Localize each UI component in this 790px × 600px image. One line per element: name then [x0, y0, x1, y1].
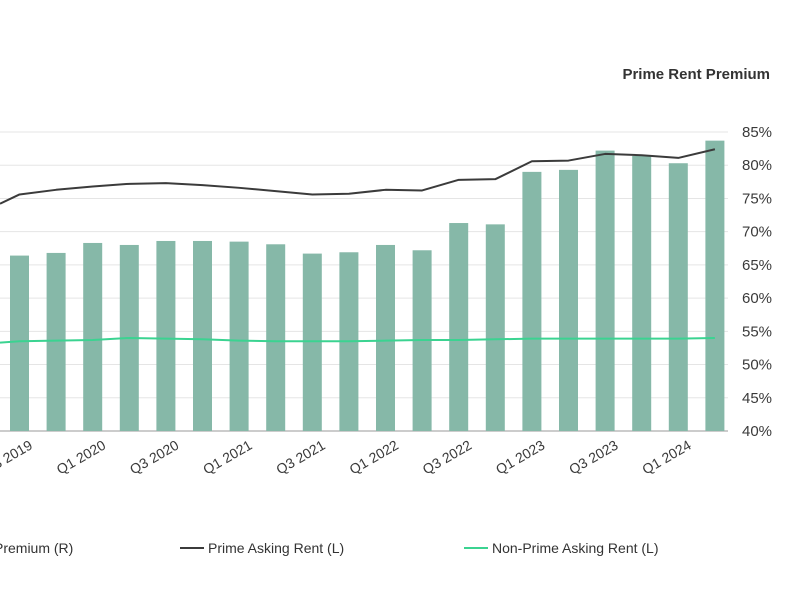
prime-asking-rent-line: [0, 148, 716, 205]
legend-line-nonprime-icon: [464, 547, 488, 549]
y-tick-label: 80%: [742, 157, 772, 174]
bar: [156, 240, 176, 431]
bar: [376, 244, 395, 431]
x-tick-label: Q1 2023: [493, 437, 548, 478]
bar: [485, 224, 505, 431]
legend-item-non-prime-asking-rent: Non-Prime Asking Rent (L): [464, 540, 659, 556]
bar: [595, 150, 615, 432]
bar: [83, 242, 103, 431]
chart-title: Prime Rent Premium: [622, 66, 770, 83]
y-tick-label: 55%: [742, 323, 772, 340]
legend-item-prime-asking-rent: Prime Asking Rent (L): [180, 540, 344, 556]
x-tick-label: Q3 2021: [273, 437, 328, 478]
bar: [632, 155, 652, 432]
x-tick-label: Q3 2022: [420, 437, 475, 478]
x-tick-label: Q1 2021: [200, 437, 255, 478]
bar: [193, 240, 212, 431]
x-tick-label: Q1 2020: [54, 437, 109, 478]
legend-label-premium: Premium (R): [0, 540, 74, 556]
bar: [229, 241, 249, 431]
y-tick-label: 75%: [742, 190, 772, 207]
bar: [46, 252, 66, 431]
chart-legend: Premium (R) Prime Asking Rent (L) Non-Pr…: [0, 540, 790, 564]
bar: [668, 163, 688, 431]
bar: [10, 255, 29, 431]
y-tick-label: 45%: [742, 390, 772, 407]
legend-line-prime-icon: [180, 547, 204, 549]
non-prime-asking-rent-line: [0, 336, 715, 344]
bar: [559, 169, 578, 431]
y-tick-label: 85%: [742, 124, 772, 141]
bar: [266, 244, 286, 431]
bar: [449, 223, 469, 431]
x-tick-label: Q3 2019: [0, 437, 35, 478]
bar: [705, 140, 725, 432]
legend-label-nonprime: Non-Prime Asking Rent (L): [492, 540, 659, 556]
y-tick-label: 40%: [742, 423, 772, 440]
y-tick-label: 70%: [742, 224, 772, 241]
y-tick-label: 65%: [742, 257, 772, 274]
x-tick-label: Q3 2020: [127, 437, 182, 478]
y-tick-label: 50%: [742, 357, 772, 374]
x-tick-label: Q1 2024: [639, 437, 694, 478]
legend-item-premium: Premium (R): [0, 540, 73, 556]
x-tick-label: Q3 2023: [566, 437, 621, 478]
x-tick-label: Q1 2022: [346, 437, 401, 478]
legend-label-prime: Prime Asking Rent (L): [208, 540, 345, 556]
y-tick-label: 60%: [742, 290, 772, 307]
bar: [522, 171, 542, 431]
